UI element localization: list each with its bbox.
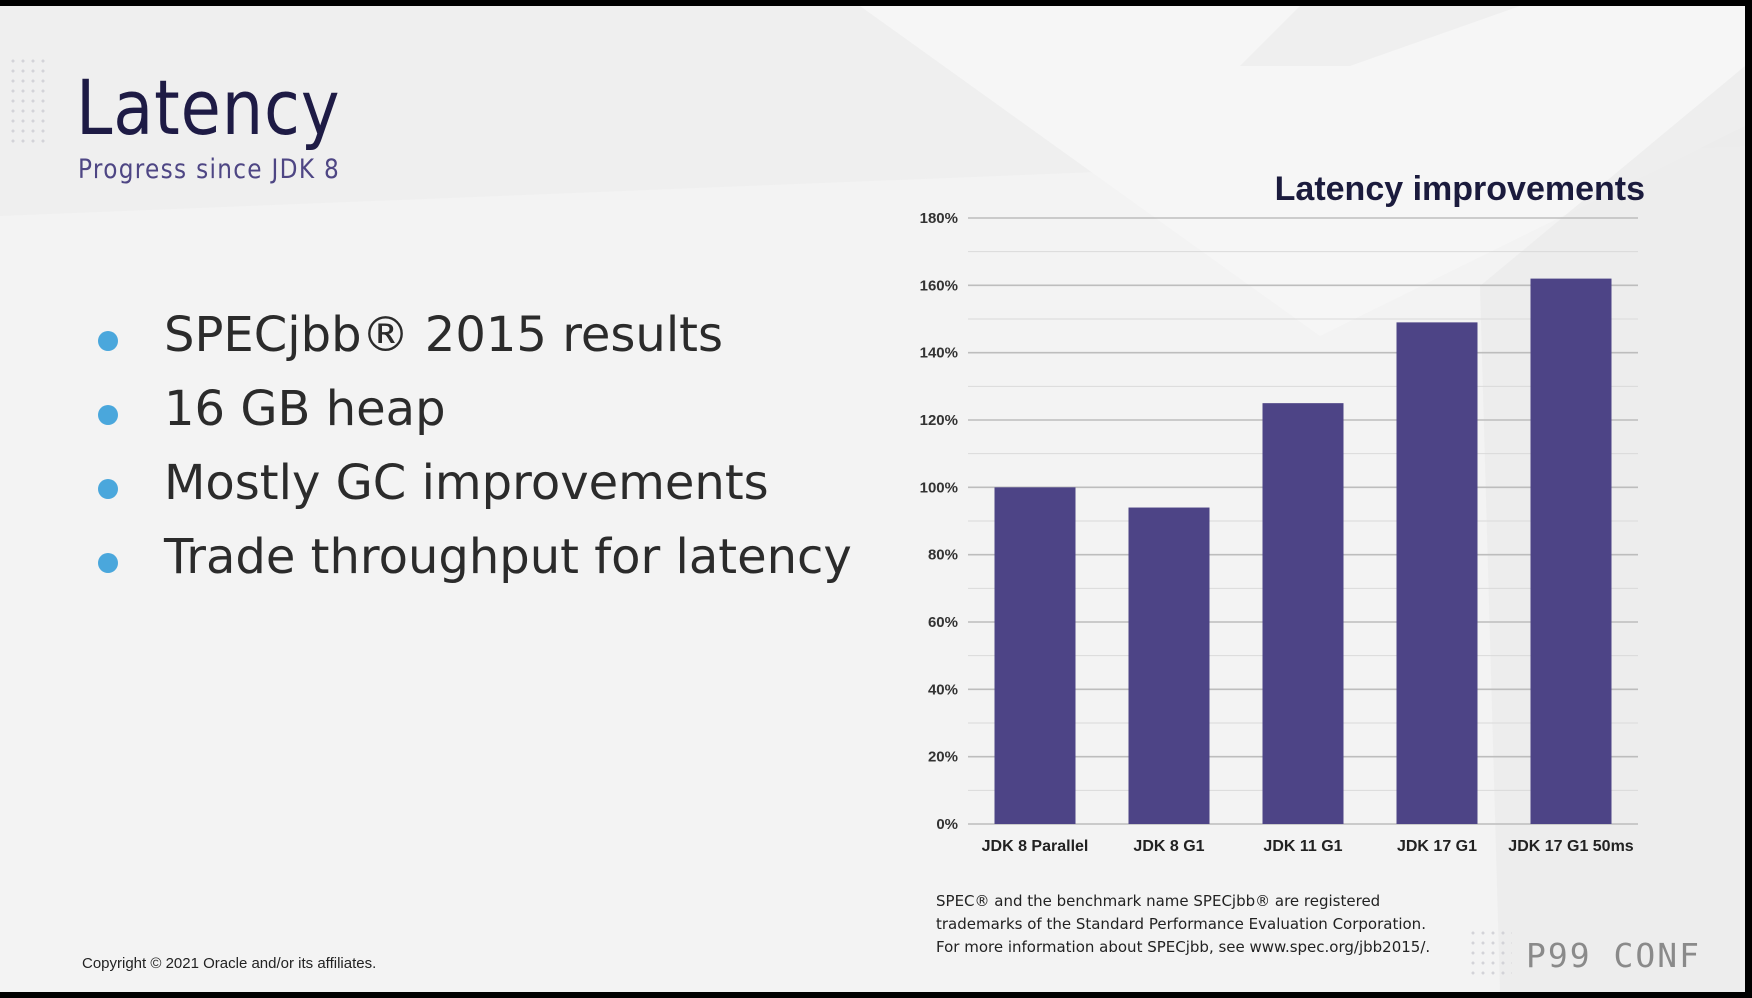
x-tick-label: JDK 11 G1 [1263, 838, 1342, 855]
trademark-footnote: SPEC® and the benchmark name SPECjbb® ar… [936, 890, 1430, 959]
bullet-text: SPECjbb® 2015 results [164, 307, 724, 363]
bar [1262, 403, 1344, 824]
y-tick-label: 80% [928, 547, 958, 564]
x-tick-label: JDK 17 G1 50ms [1508, 838, 1634, 855]
y-tick-label: 0% [936, 816, 958, 833]
bullet-dot-icon [98, 553, 118, 573]
bar [1128, 507, 1210, 824]
page-subtitle: Progress since JDK 8 [78, 154, 341, 185]
x-tick-label: JDK 17 G1 [1397, 838, 1477, 855]
y-tick-label: 120% [920, 412, 958, 429]
bullet-dot-icon [98, 405, 118, 425]
brand-logo: P99 CONF [1526, 936, 1701, 975]
bullet-text: Mostly GC improvements [164, 455, 769, 511]
y-tick-label: 140% [920, 345, 958, 362]
bullet-item: SPECjbb® 2015 results [92, 306, 852, 380]
bullet-item: 16 GB heap [92, 380, 852, 454]
bullet-dot-icon [98, 479, 118, 499]
bullet-item: Mostly GC improvements [92, 454, 852, 528]
y-tick-label: 40% [928, 681, 958, 698]
y-tick-label: 20% [928, 749, 958, 766]
y-tick-label: 160% [920, 277, 958, 294]
bullet-list: SPECjbb® 2015 results 16 GB heap Mostly … [92, 306, 852, 602]
page-title: Latency [76, 63, 341, 152]
footnote-line: For more information about SPECjbb, see … [936, 938, 1431, 956]
bullet-text: 16 GB heap [164, 381, 446, 437]
bar [994, 487, 1076, 824]
footnote-line: SPEC® and the benchmark name SPECjbb® ar… [936, 892, 1381, 910]
decorative-dots [8, 56, 48, 148]
bullet-text: Trade throughput for latency [164, 529, 852, 585]
y-tick-label: 100% [920, 479, 958, 496]
x-tick-label: JDK 8 G1 [1133, 838, 1204, 855]
decorative-dots [1468, 928, 1512, 978]
bullet-dot-icon [98, 331, 118, 351]
x-tick-label: JDK 8 Parallel [982, 838, 1089, 855]
chart-title: Latency improvements [1274, 170, 1645, 208]
y-tick-label: 60% [928, 614, 958, 631]
copyright: Copyright © 2021 Oracle and/or its affil… [82, 955, 377, 972]
y-tick-label: 180% [920, 210, 958, 227]
footnote-line: trademarks of the Standard Performance E… [936, 915, 1426, 933]
bullet-item: Trade throughput for latency [92, 528, 852, 602]
bar [1530, 278, 1612, 825]
bar [1396, 322, 1478, 824]
